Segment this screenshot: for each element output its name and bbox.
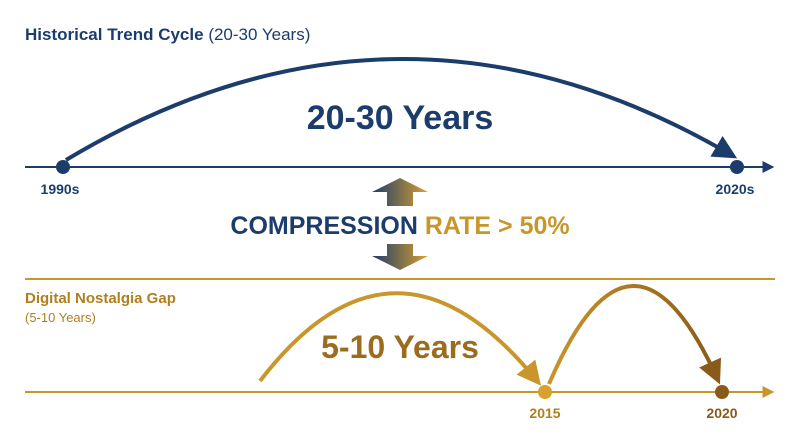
timeline-label: 2020 (706, 405, 737, 421)
section-title: Digital Nostalgia Gap (25, 290, 176, 307)
compression-rate: RATE > 50% (425, 212, 570, 240)
span-arc (64, 57, 738, 162)
timeline-label: 1990s (41, 181, 80, 197)
compression-word: COMPRESSION (230, 212, 418, 240)
compression-label: COMPRESSION RATE > 50% (230, 212, 569, 240)
timeline-dot (56, 160, 70, 174)
span-label: 5-10 Years (321, 329, 479, 365)
timeline-label: 2015 (529, 405, 560, 421)
timeline-dot (715, 385, 729, 399)
timeline-dot (538, 385, 552, 399)
span-arc (547, 284, 722, 385)
span-label: 20-30 Years (307, 99, 494, 137)
timeline-label: 2020s (716, 181, 755, 197)
header-subtitle: (20-30 Years) (208, 25, 310, 44)
timeline-dot (730, 160, 744, 174)
section-subtitle: (5-10 Years) (25, 310, 96, 325)
span-arc (258, 291, 542, 386)
compression-arrow (372, 178, 428, 206)
header: Historical Trend Cycle (20-30 Years) (25, 25, 310, 44)
compression-arrow (372, 244, 428, 270)
header-title: Historical Trend Cycle (25, 25, 204, 44)
